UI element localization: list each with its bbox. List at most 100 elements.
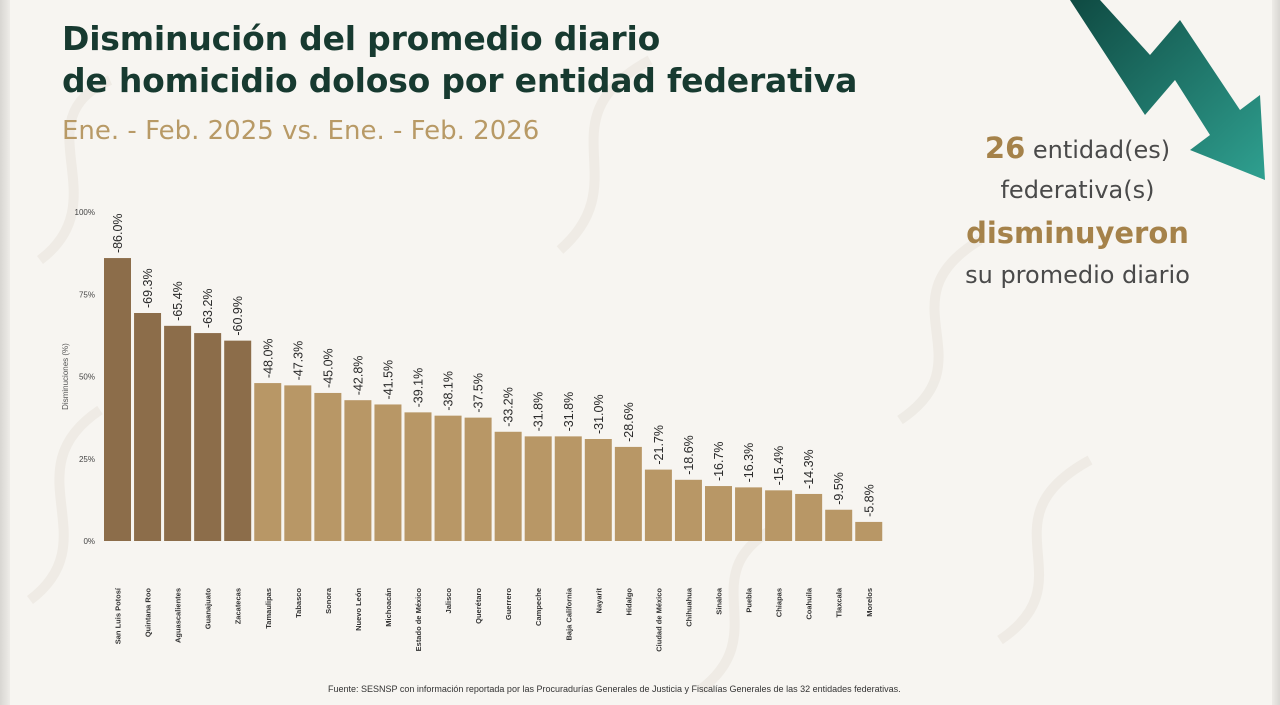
bar — [464, 417, 492, 541]
bar-value-label: -86.0% — [111, 213, 125, 253]
x-tick-label: Guanajuato — [204, 588, 213, 630]
bar-value-label: -38.1% — [442, 371, 456, 411]
bar — [344, 400, 372, 541]
x-tick-label: Michoacán — [384, 588, 393, 627]
title-line-1: Disminución del promedio diario — [62, 19, 661, 58]
x-tick-label: Aguascalientes — [174, 588, 183, 643]
bar-value-label: -37.5% — [472, 373, 486, 413]
bar-value-label: -41.5% — [381, 360, 395, 400]
bar — [855, 521, 883, 541]
bar-value-label: -15.4% — [772, 446, 786, 486]
bar-value-label: -16.3% — [742, 443, 756, 483]
summary-callout: 26 entidad(es) federativa(s) disminuyero… — [940, 126, 1215, 292]
callout-highlight: disminuyeron — [966, 216, 1189, 250]
bar — [284, 385, 312, 541]
bar-value-label: -16.7% — [712, 441, 726, 481]
bar-value-label: -63.2% — [201, 288, 215, 328]
y-axis-label: Disminuciones (%) — [61, 343, 70, 410]
x-tick-label: Morelos — [865, 588, 874, 617]
callout-line-2: federativa(s) — [1000, 176, 1155, 204]
x-tick-label: Coahuila — [805, 587, 814, 619]
x-tick-label: Zacatecas — [234, 588, 243, 624]
x-tick-label: Tamaulipas — [264, 588, 273, 629]
bar-value-label: -47.3% — [291, 341, 305, 381]
callout-entities-text: entidad(es) — [1025, 136, 1171, 164]
x-tick-label: Sonora — [324, 587, 333, 614]
bar-value-label: -31.0% — [592, 394, 606, 434]
x-tick-label: Tabasco — [294, 588, 303, 618]
downward-trend-arrow-icon — [1070, 0, 1265, 180]
bar — [554, 436, 582, 541]
bar-value-label: -33.2% — [502, 387, 516, 427]
bar-value-label: -60.9% — [231, 296, 245, 336]
bar — [765, 490, 793, 541]
x-tick-label: Campeche — [534, 588, 543, 626]
bar — [584, 439, 612, 541]
page-subtitle: Ene. - Feb. 2025 vs. Ene. - Feb. 2026 — [62, 116, 540, 146]
bar-value-label: -5.8% — [862, 484, 876, 517]
bar — [795, 493, 823, 541]
bar-value-label: -48.0% — [261, 338, 275, 378]
x-tick-label: Ciudad de México — [654, 588, 663, 652]
x-tick-label: Nayarit — [594, 588, 603, 614]
bar — [254, 383, 282, 541]
x-tick-label: Jalisco — [444, 588, 453, 614]
bar-value-label: -18.6% — [682, 435, 696, 475]
title-line-2: de homicidio doloso por entidad federati… — [62, 61, 858, 100]
page-title: Disminución del promedio diario de homic… — [62, 18, 857, 102]
bar — [524, 436, 552, 541]
bar — [434, 415, 462, 541]
bar — [705, 486, 732, 541]
bar — [134, 313, 162, 541]
x-tick-label: San Luis Potosí — [114, 587, 123, 644]
frame-right-edge — [1272, 0, 1280, 705]
x-tick-label: Guerrero — [504, 588, 513, 621]
x-tick-label: Hidalgo — [624, 588, 633, 616]
bar — [825, 509, 853, 541]
x-tick-label: Estado de México — [414, 588, 423, 652]
bar-value-label: -14.3% — [802, 449, 816, 489]
source-note: Fuente: SESNSP con información reportada… — [328, 684, 901, 694]
callout-line-1: 26 entidad(es) — [940, 126, 1215, 172]
y-tick-label: 100% — [75, 208, 95, 217]
y-tick-label: 25% — [79, 455, 95, 464]
bar-value-label: -21.7% — [652, 425, 666, 465]
bar — [314, 392, 342, 541]
callout-line-4: su promedio diario — [965, 261, 1190, 289]
bar-value-label: -39.1% — [412, 368, 426, 408]
y-tick-label: 75% — [79, 290, 95, 299]
frame-left-edge — [0, 0, 10, 705]
bar-value-label: -45.0% — [321, 348, 335, 388]
bar-value-label: -9.5% — [832, 472, 846, 505]
bar — [374, 404, 402, 541]
x-tick-label: Sinaloa — [715, 587, 724, 615]
bar — [644, 469, 672, 541]
x-tick-label: Querétaro — [474, 588, 483, 624]
bar — [224, 340, 252, 541]
bar-value-label: -69.3% — [141, 268, 155, 308]
y-tick-label: 0% — [83, 537, 95, 546]
x-tick-label: Chiapas — [775, 588, 784, 617]
bar — [494, 431, 522, 541]
x-tick-label: Tlaxcala — [835, 587, 844, 617]
bar-value-label: -65.4% — [171, 281, 185, 321]
bar — [674, 479, 702, 541]
bar — [735, 487, 763, 541]
x-tick-label: Nuevo León — [354, 588, 363, 631]
x-tick-label: Chihuahua — [684, 587, 693, 627]
x-tick-label: Puebla — [745, 587, 754, 612]
bar — [104, 258, 131, 541]
bar-value-label: -42.8% — [351, 356, 365, 396]
bar-value-label: -28.6% — [622, 402, 636, 442]
bar — [164, 325, 192, 541]
x-tick-label: Baja California — [564, 587, 573, 640]
callout-count: 26 — [984, 131, 1026, 165]
bar — [404, 412, 432, 541]
bar — [614, 446, 642, 541]
y-tick-label: 50% — [79, 373, 95, 382]
bar — [194, 333, 222, 541]
x-tick-label: Quintana Roo — [144, 588, 153, 638]
bar-value-label: -31.8% — [532, 392, 546, 432]
